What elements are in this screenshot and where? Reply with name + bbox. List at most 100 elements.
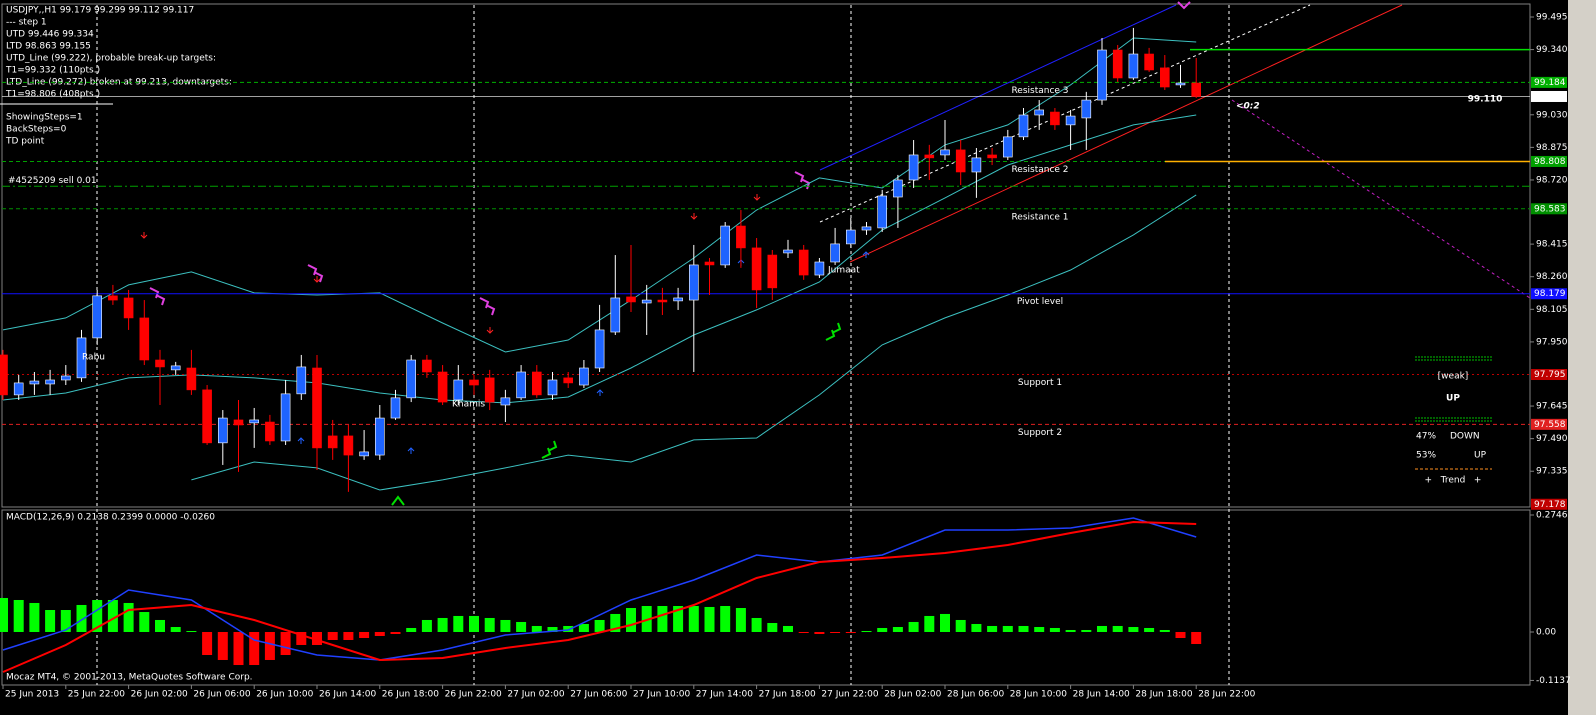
candle-body: [139, 317, 150, 361]
macd-bar: [1065, 629, 1076, 632]
order-label: #4525209 sell 0.01: [8, 176, 97, 186]
macd-bar: [798, 631, 809, 633]
y-tick-label: 97.645: [1536, 402, 1568, 412]
level-box-label: 98.808: [1534, 157, 1566, 167]
macd-bar: [767, 623, 778, 632]
macd-bar: [264, 631, 275, 660]
candle-body: [1097, 49, 1107, 101]
info-line: LTD_Line (99.272) broken at 99.213, down…: [6, 78, 232, 88]
candle-body: [186, 367, 197, 391]
candle-body: [280, 393, 291, 442]
macd-bar: [45, 610, 56, 632]
candle-body: [1065, 115, 1076, 126]
level-name: Pivot level: [1017, 297, 1063, 307]
macd-bar: [170, 627, 181, 632]
x-tick-label: 25 Jun 22:00: [68, 690, 125, 700]
macd-bar: [1034, 627, 1045, 632]
panel-rules: [1415, 356, 1492, 422]
candle-body: [783, 249, 793, 254]
y-tick-label: 98.415: [1536, 240, 1568, 250]
x-tick-label: 28 Jun 02:00: [884, 690, 941, 700]
macd-bar: [563, 625, 574, 632]
panel-down-pct: 47%: [1416, 432, 1436, 442]
arrow: [149, 287, 166, 306]
candle-body: [814, 261, 825, 276]
macd-bar: [186, 631, 197, 633]
candle-body: [327, 435, 338, 449]
candle-body: [92, 295, 102, 339]
macd-bar: [940, 613, 950, 632]
level-name: Support 2: [1018, 428, 1062, 438]
level-box: [1531, 288, 1567, 300]
candle-body: [312, 367, 322, 449]
candle-body: [736, 225, 746, 249]
panel-strength: [weak]: [1438, 372, 1469, 382]
candle-body: [45, 379, 55, 385]
macd-bar: [359, 631, 370, 639]
level-name: Resistance 1: [1011, 212, 1068, 222]
candle-body: [1160, 67, 1170, 88]
candle-body: [547, 379, 558, 396]
x-tick-label: 27 Jun 22:00: [821, 690, 878, 700]
macd-bar: [987, 625, 998, 632]
macd-title: MACD(12,26,9) 0.2138 0.2399 0.0000 -0.02…: [6, 513, 215, 523]
candle-body: [563, 377, 574, 384]
candle-body: [76, 337, 87, 379]
macd-bar: [437, 617, 448, 632]
macd-y-tick-label: -0.1137: [1536, 676, 1571, 686]
candle-body: [1018, 114, 1029, 138]
panel-direction: UP: [1446, 394, 1460, 404]
macd-y-tick-label: 0.2746: [1536, 510, 1568, 520]
level-box-label: 99.184: [1534, 78, 1566, 88]
x-tick-label: 25 Jun 2013: [5, 690, 59, 700]
window-edge: [1568, 0, 1596, 715]
x-tick-label: 28 Jun 14:00: [1073, 690, 1130, 700]
macd-bar: [751, 617, 762, 632]
current-price-box: [1531, 90, 1567, 102]
candle-body: [751, 247, 762, 291]
macd-bar: [1175, 631, 1186, 639]
macd-bar: [547, 627, 558, 632]
arrow: [825, 322, 842, 341]
macd-bar: [720, 606, 731, 632]
candle-body: [343, 435, 354, 456]
macd-bar: [0, 597, 8, 632]
macd-bar: [217, 631, 228, 660]
candle-body: [359, 451, 369, 457]
arrow: [753, 194, 761, 201]
macd-bar: [249, 631, 260, 666]
macd-bar: [1018, 625, 1029, 632]
candle-body: [484, 377, 495, 403]
candle-body: [265, 421, 275, 442]
candle-body: [390, 397, 401, 419]
macd-bar: [1097, 625, 1107, 632]
panel-up-pct: 53%: [1416, 451, 1436, 461]
x-tick-label: 26 Jun 18:00: [382, 690, 439, 700]
macd-bar: [955, 619, 966, 632]
candle-body: [626, 296, 636, 303]
candle-body: [60, 375, 71, 381]
candle-body: [155, 359, 165, 368]
bottom-box: [1531, 498, 1567, 510]
candle-body: [1191, 82, 1201, 97]
macd-bar: [484, 617, 495, 632]
macd-bar: [312, 631, 322, 645]
level-name: Resistance 2: [1011, 165, 1068, 175]
macd-bar: [814, 631, 825, 634]
macd-bar: [688, 606, 699, 632]
candle-body: [406, 359, 417, 399]
macd-bar: [735, 608, 746, 632]
candle-body: [1034, 109, 1044, 116]
x-tick-label: 27 Jun 06:00: [570, 690, 627, 700]
candle-body: [893, 179, 903, 198]
candle-body: [374, 417, 385, 456]
day-label: Rabu: [82, 353, 105, 363]
info-line: ShowingSteps=1: [6, 113, 83, 123]
candle-body: [516, 371, 526, 399]
arrow: [1177, 1, 1191, 10]
macd-panel: [1, 509, 1531, 686]
macd-bar: [92, 599, 103, 632]
macd-bar: [861, 631, 872, 633]
macd-bar: [406, 627, 417, 632]
